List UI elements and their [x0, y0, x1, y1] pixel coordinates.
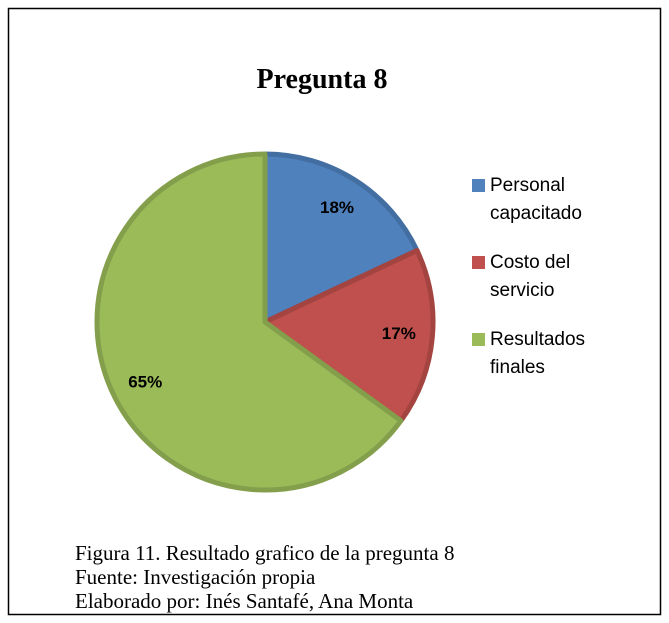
legend-swatch [472, 179, 485, 192]
data-label: 65% [128, 373, 162, 392]
pie-slice [262, 151, 420, 325]
pie-slice [94, 151, 404, 493]
pie-slice [262, 247, 436, 424]
legend-label: Costo del servicio [490, 252, 570, 301]
data-label: 18% [320, 198, 354, 217]
legend-swatch [472, 256, 485, 269]
caption: Figura 11. Resultado grafico de la pregu… [75, 541, 454, 565]
caption: Elaborado por: Inés Santafé, Ana Monta [75, 589, 414, 613]
legend-swatch [472, 333, 485, 346]
legend-label: Personal capacitado [490, 175, 582, 224]
data-label: 17% [382, 324, 416, 343]
legend-label: Resultados finales [490, 329, 585, 378]
caption: Fuente: Investigación propia [75, 565, 316, 589]
chart-title: Pregunta 8 [257, 64, 388, 95]
